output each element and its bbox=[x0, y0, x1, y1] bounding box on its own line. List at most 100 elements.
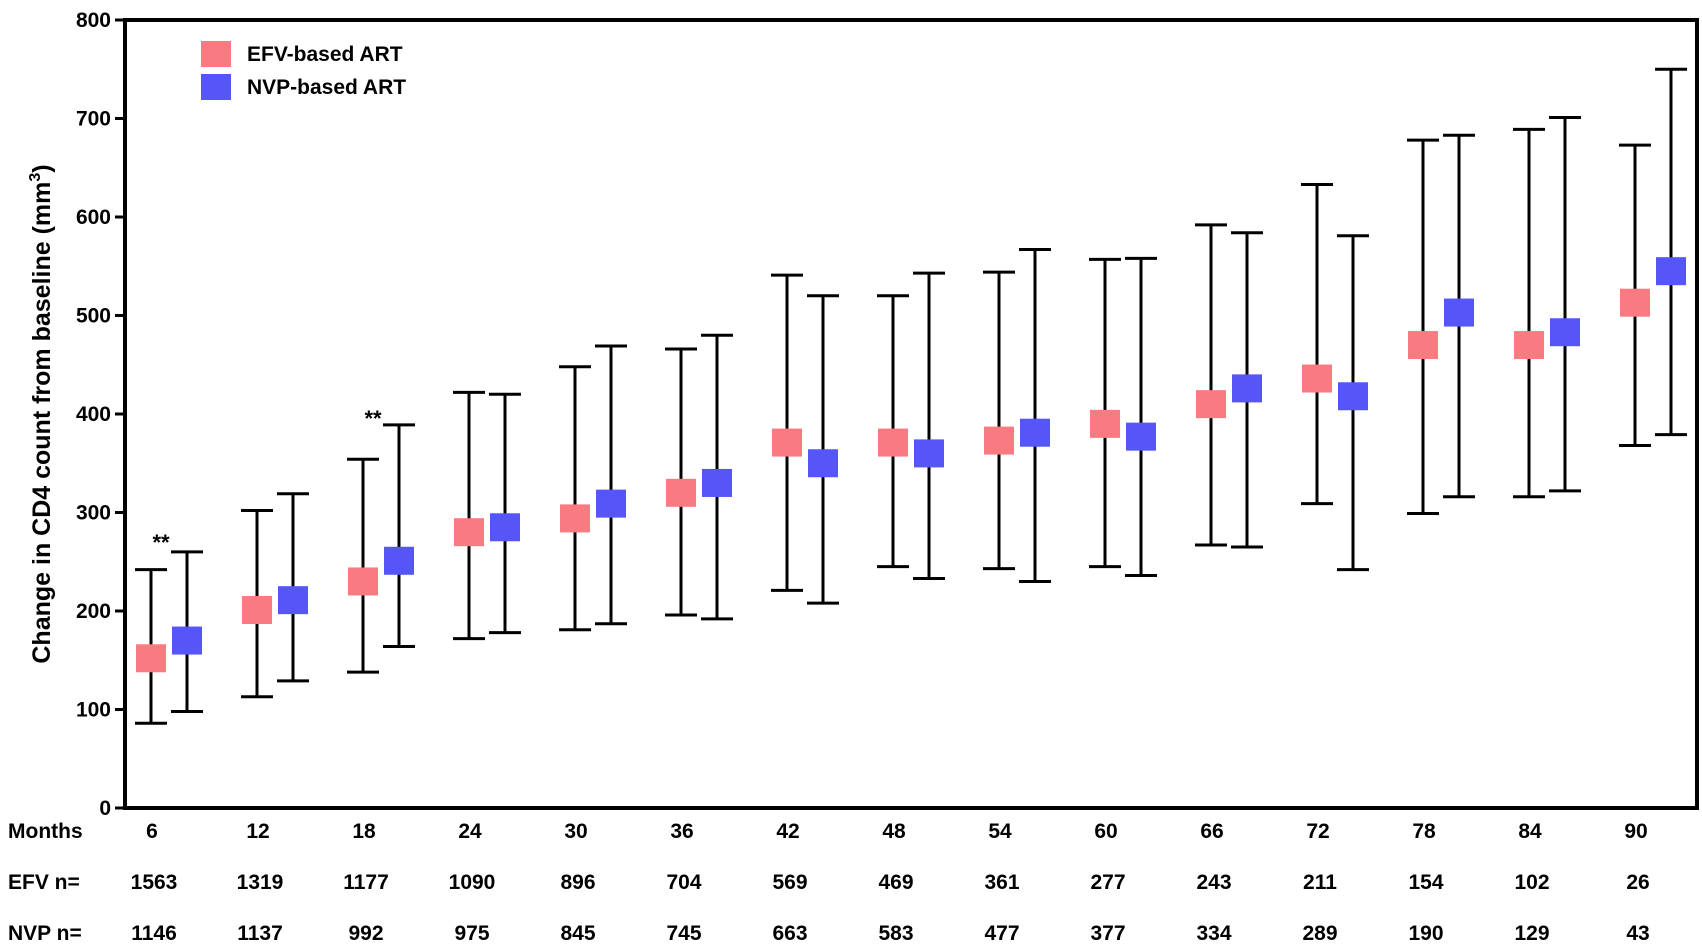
efv-n-value: 154 bbox=[1408, 871, 1443, 894]
marker-nvp bbox=[1550, 318, 1580, 347]
marker-nvp bbox=[1444, 298, 1474, 327]
y-tick-label: 300 bbox=[76, 502, 111, 525]
nvp-n-value: 1137 bbox=[237, 922, 283, 945]
efv-n-value: 1177 bbox=[343, 871, 389, 894]
row-label: NVP n= bbox=[8, 922, 82, 945]
efv-n-value: 277 bbox=[1090, 871, 1125, 894]
marker-nvp bbox=[384, 546, 414, 575]
y-tick-label: 200 bbox=[76, 600, 111, 623]
annotations: ** ** bbox=[152, 406, 382, 555]
y-tick-label: 400 bbox=[76, 403, 111, 426]
marker-nvp bbox=[172, 626, 202, 655]
x-tick-label: 36 bbox=[670, 820, 693, 843]
efv-n-value: 1563 bbox=[131, 871, 178, 894]
marker-efv bbox=[348, 567, 378, 596]
nvp-n-value: 190 bbox=[1408, 922, 1443, 945]
marker-efv bbox=[1302, 364, 1332, 393]
marker-nvp bbox=[1338, 382, 1368, 411]
significance-annotation: ** bbox=[364, 406, 382, 431]
efv-n-value: 211 bbox=[1303, 871, 1337, 894]
significance-annotation: ** bbox=[152, 530, 170, 555]
marker-efv bbox=[1196, 390, 1226, 419]
y-tick-label: 800 bbox=[76, 9, 111, 32]
error-bars bbox=[135, 67, 1687, 725]
legend-swatch-efv bbox=[201, 41, 231, 67]
efv-n-value: 1319 bbox=[237, 871, 284, 894]
marker-nvp bbox=[490, 513, 520, 542]
marker-nvp bbox=[1232, 374, 1262, 403]
marker-efv bbox=[242, 596, 272, 625]
nvp-n-value: 377 bbox=[1090, 922, 1125, 945]
x-tick-label: 90 bbox=[1624, 820, 1647, 843]
nvp-n-value: 1146 bbox=[131, 922, 177, 945]
y-axis-label-main: Change in CD4 count from baseline (mm bbox=[28, 182, 56, 664]
marker-nvp bbox=[808, 449, 838, 478]
x-tick-label: 18 bbox=[352, 820, 376, 843]
marker-nvp bbox=[1126, 422, 1156, 451]
y-tick-label: 100 bbox=[76, 699, 111, 722]
marker-efv bbox=[1620, 288, 1650, 317]
x-tick-label: 78 bbox=[1412, 820, 1436, 843]
nvp-n-value: 745 bbox=[666, 922, 701, 945]
legend-swatch-nvp bbox=[201, 74, 231, 100]
nvp-n-value: 845 bbox=[560, 922, 595, 945]
x-tick-label: 84 bbox=[1518, 820, 1542, 843]
marker-efv bbox=[772, 428, 802, 457]
nvp-n-value: 43 bbox=[1626, 922, 1649, 945]
marker-efv bbox=[560, 504, 590, 533]
y-tick-label: 700 bbox=[76, 108, 111, 131]
legend-label-efv: EFV-based ART bbox=[247, 43, 403, 66]
marker-efv bbox=[136, 644, 166, 673]
legend-label-nvp: NVP-based ART bbox=[247, 76, 406, 99]
nvp-n-value: 289 bbox=[1302, 922, 1337, 945]
nvp-n-value: 992 bbox=[348, 922, 383, 945]
marker-nvp bbox=[702, 468, 732, 497]
marker-nvp bbox=[596, 489, 626, 518]
y-tick-label: 0 bbox=[99, 797, 111, 820]
efv-n-value: 896 bbox=[560, 871, 595, 894]
marker-nvp bbox=[1656, 257, 1686, 286]
marker-efv bbox=[454, 518, 484, 547]
y-axis-label: Change in CD4 count from baseline (mm3) bbox=[27, 164, 56, 663]
marker-nvp bbox=[914, 439, 944, 468]
x-tick-label: 42 bbox=[776, 820, 799, 843]
marker-efv bbox=[878, 428, 908, 457]
x-tick-label: 72 bbox=[1306, 820, 1329, 843]
nvp-n-value: 583 bbox=[878, 922, 913, 945]
x-tick-label: 66 bbox=[1200, 820, 1223, 843]
nvp-n-value: 975 bbox=[454, 922, 489, 945]
efv-n-value: 102 bbox=[1514, 871, 1549, 894]
sample-size-table: Months EFV n= NVP n= 6 12 18 24 30 36 42 48 54 60 66 7… bbox=[8, 820, 1650, 945]
efv-n-value: 1090 bbox=[449, 871, 496, 894]
x-tick-label: 60 bbox=[1094, 820, 1117, 843]
marker-efv bbox=[1090, 409, 1120, 438]
efv-n-value: 469 bbox=[878, 871, 913, 894]
nvp-n-value: 129 bbox=[1514, 922, 1549, 945]
marker-efv bbox=[666, 478, 696, 507]
x-tick-label: 48 bbox=[882, 820, 906, 843]
marker-efv bbox=[984, 426, 1014, 455]
legend: EFV-based ART NVP-based ART bbox=[201, 41, 406, 100]
marker-nvp bbox=[278, 586, 308, 615]
x-tick-label: 6 bbox=[146, 820, 158, 843]
nvp-n-value: 477 bbox=[984, 922, 1019, 945]
x-tick-label: 24 bbox=[458, 820, 482, 843]
marker-nvp bbox=[1020, 418, 1050, 447]
x-tick-label: 54 bbox=[988, 820, 1012, 843]
efv-n-value: 569 bbox=[772, 871, 807, 894]
y-axis-label-close: ) bbox=[28, 164, 56, 172]
y-axis: 0 100 200 300 400 500 600 700 800 bbox=[76, 9, 125, 820]
efv-n-value: 26 bbox=[1626, 871, 1649, 894]
y-tick-label: 600 bbox=[76, 206, 111, 229]
nvp-n-value: 663 bbox=[772, 922, 807, 945]
marker-efv bbox=[1408, 331, 1438, 360]
y-axis-label-superscript: 3 bbox=[27, 173, 44, 182]
efv-n-value: 243 bbox=[1196, 871, 1231, 894]
efv-n-value: 704 bbox=[666, 871, 701, 894]
data-markers bbox=[136, 257, 1686, 673]
x-tick-label: 12 bbox=[246, 820, 269, 843]
row-label: Months bbox=[8, 820, 83, 843]
x-tick-label: 30 bbox=[564, 820, 587, 843]
plot-frame bbox=[123, 18, 1699, 810]
